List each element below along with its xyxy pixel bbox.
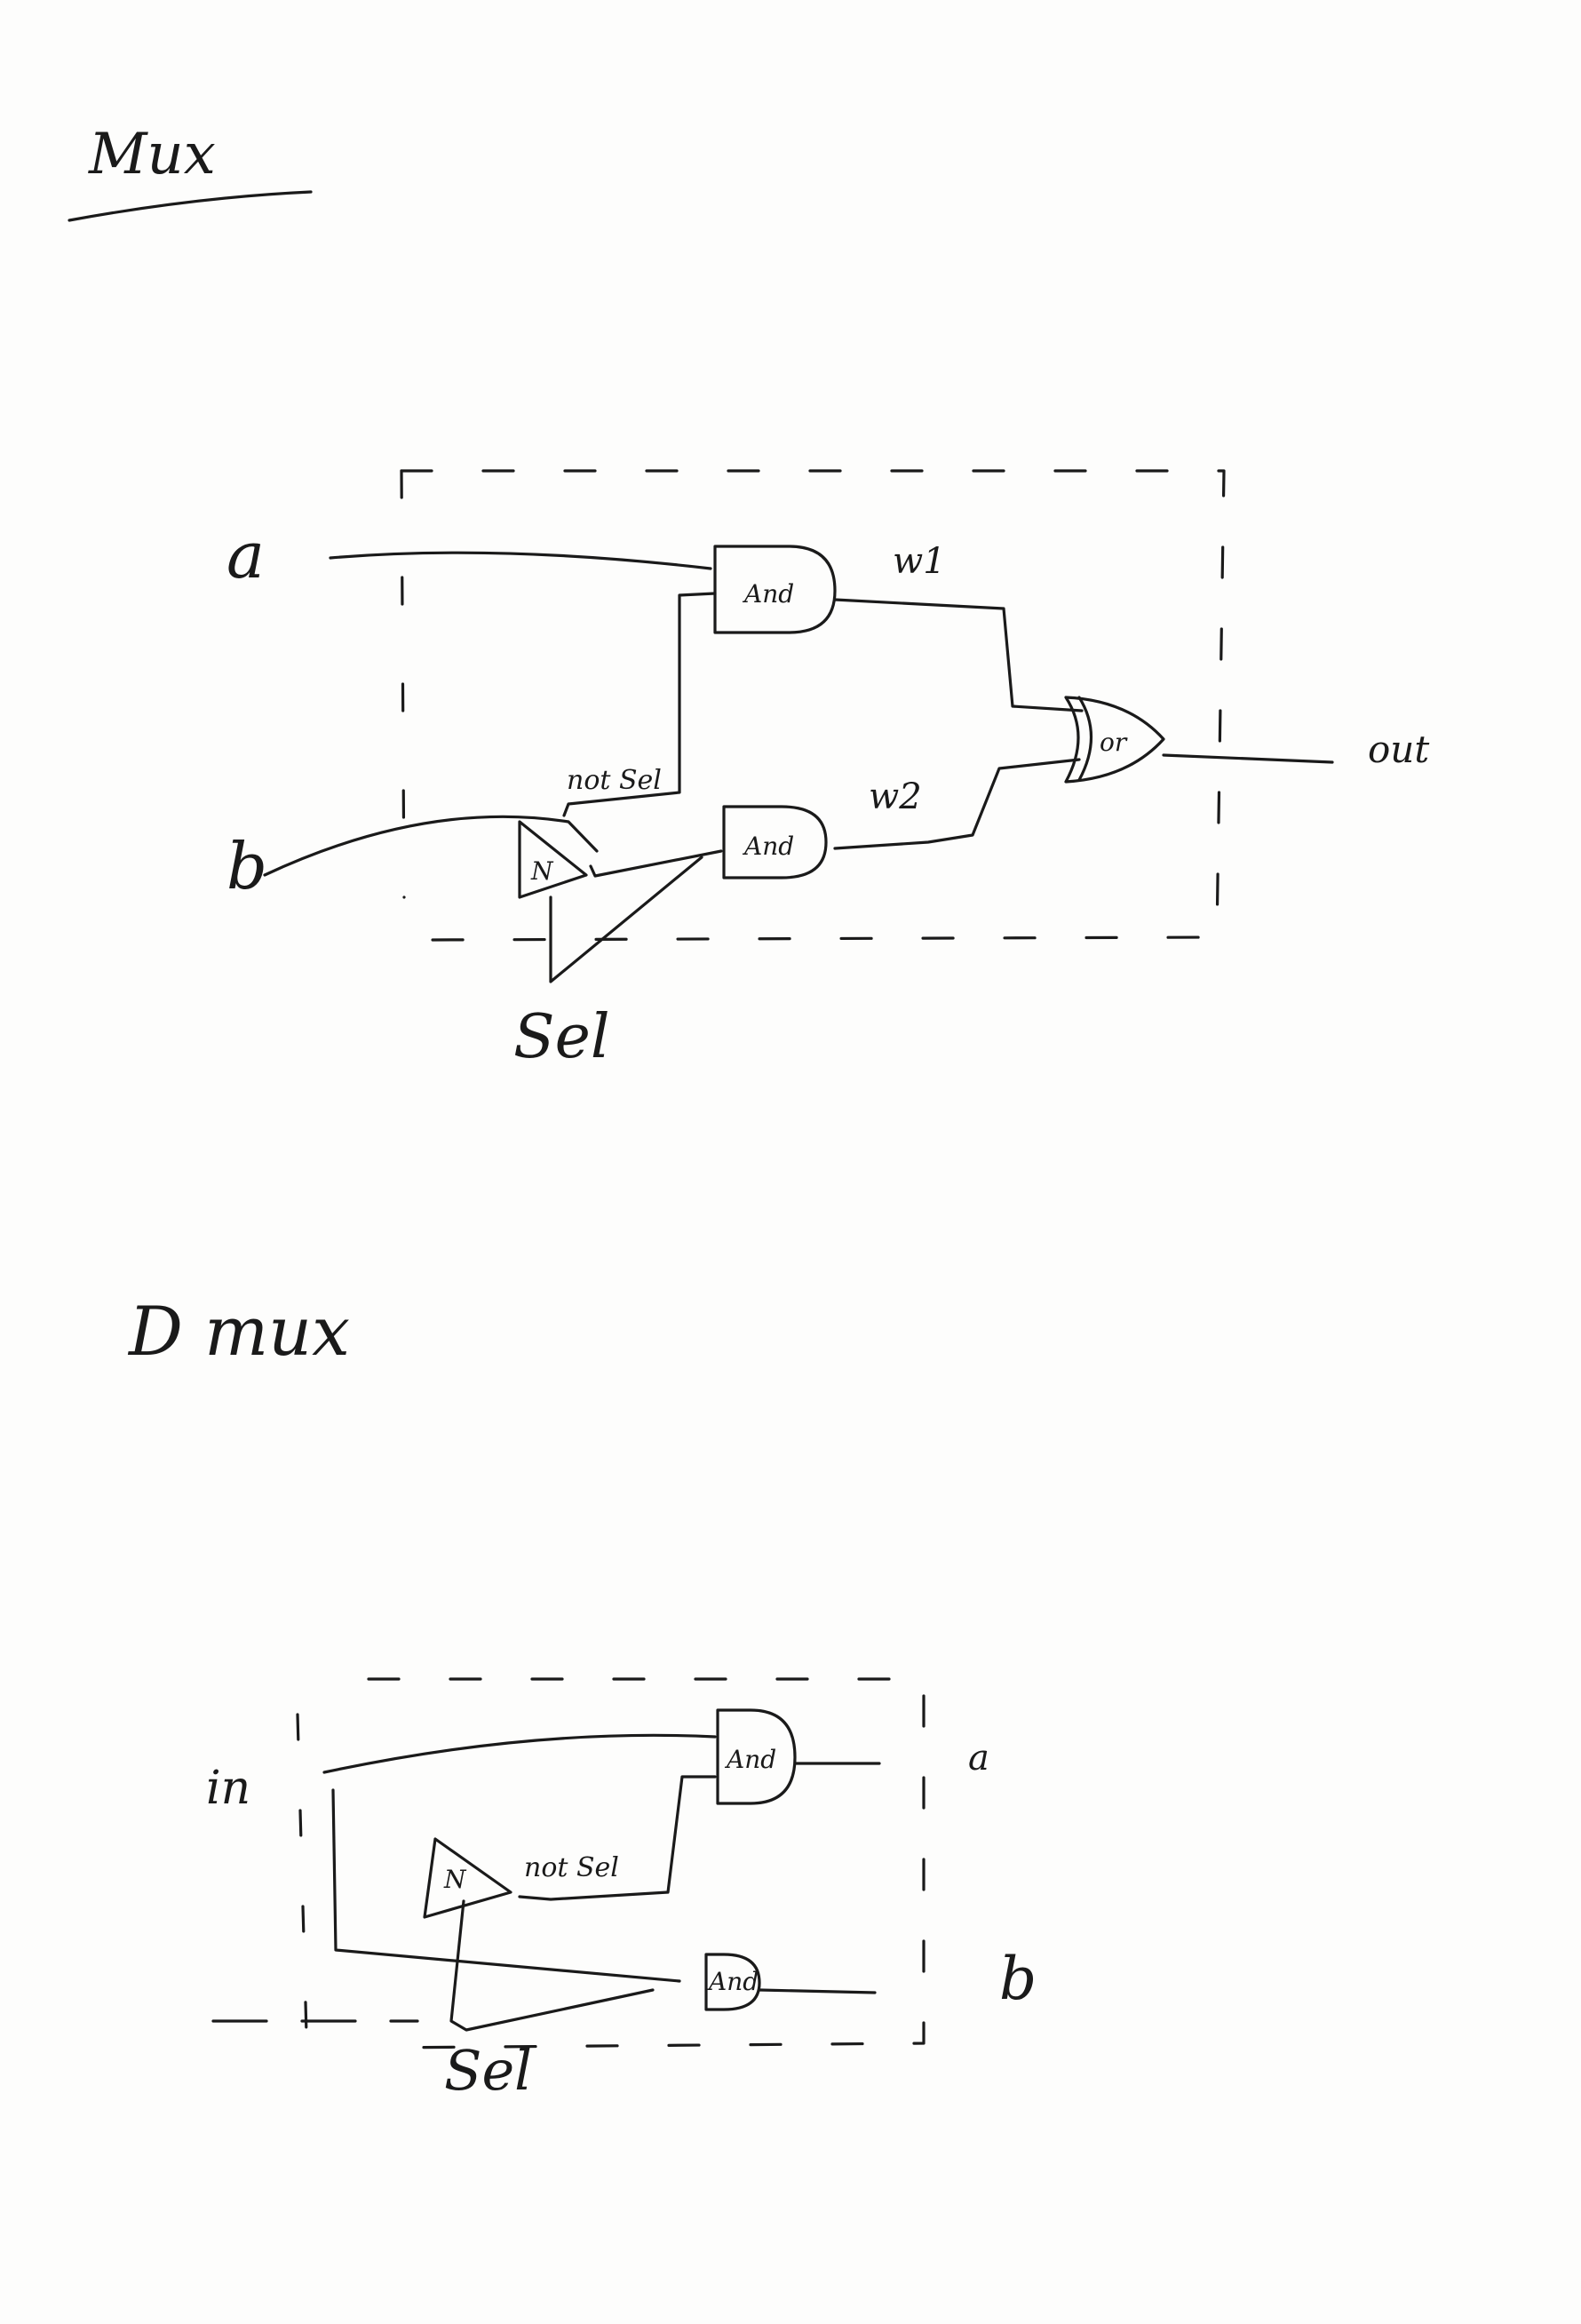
mux-wire-out [1162, 753, 1334, 764]
mux-input-b-label: b [226, 829, 267, 903]
dmux-wire-out-b [758, 1988, 877, 1994]
dmux-wire-not-sel-label: not Sel [524, 1852, 619, 1883]
mux-and-gate-1-label: And [742, 579, 794, 609]
mux-and-gate-2 [722, 805, 828, 879]
mux-wire-a [329, 551, 712, 570]
mux-wire-w1 [833, 598, 1084, 712]
dmux-wire-sel [449, 1899, 655, 2032]
mux-or-gate-label: or [1100, 728, 1128, 757]
dmux-wire-not-sel [518, 1775, 717, 1901]
dmux-and-gate-2-label: And [706, 1967, 759, 1996]
mux-or-gate-back [1077, 696, 1092, 782]
mux-wire-w2 [833, 758, 1081, 850]
mux-and-gate-1 [713, 545, 837, 634]
dmux-output-b-label: b [999, 1945, 1037, 2013]
dmux-chip-boundary-left [296, 1713, 308, 2036]
dmux-not-gate-label: N [443, 1865, 467, 1894]
dmux-wire-in [322, 1733, 717, 1774]
dmux-and-gate-1 [716, 1708, 797, 1805]
dmux-section: D mux in Sel a b not Sel N And And [127, 1292, 1037, 2103]
mux-input-sel-label: Sel [513, 1002, 610, 1072]
mux-not-gate [518, 820, 588, 899]
dmux-and-gate-2 [704, 1953, 761, 2011]
mux-chip-boundary-left [400, 469, 406, 899]
dmux-input-sel-label: Sel [444, 2038, 532, 2103]
mux-wire-w2-label: w2 [869, 776, 922, 817]
mux-chip-boundary [400, 469, 1226, 942]
mux-input-a-label: a [226, 518, 265, 593]
mux-and-gate-2-label: And [742, 832, 794, 861]
mux-wire-sel [549, 856, 703, 983]
dmux-wire-in-to-and2 [331, 1788, 681, 1983]
dmux-title: D mux [127, 1292, 350, 1371]
dmux-and-gate-1-label: And [724, 1745, 776, 1774]
mux-wire-not-sel [562, 592, 717, 817]
mux-section: Mux a b Sel N And And or w1 w2 n [68, 122, 1429, 1072]
mux-or-gate [1064, 696, 1165, 784]
dmux-input-in-label: in [206, 1762, 250, 1815]
mux-title-underline [68, 190, 313, 222]
dmux-not-gate [423, 1837, 512, 1919]
mux-not-gate-label: N [530, 856, 554, 886]
mux-wire-b [263, 815, 599, 877]
mux-wire-w1-label: w1 [893, 541, 946, 582]
mux-title: Mux [88, 122, 216, 187]
mux-output-label: out [1368, 728, 1429, 771]
mux-wire-not-sel-label: not Sel [567, 765, 662, 796]
mux-wire-b-to-and2 [589, 849, 723, 878]
dmux-chip-boundary [367, 1677, 926, 2049]
dmux-output-a-label: a [968, 1738, 989, 1779]
